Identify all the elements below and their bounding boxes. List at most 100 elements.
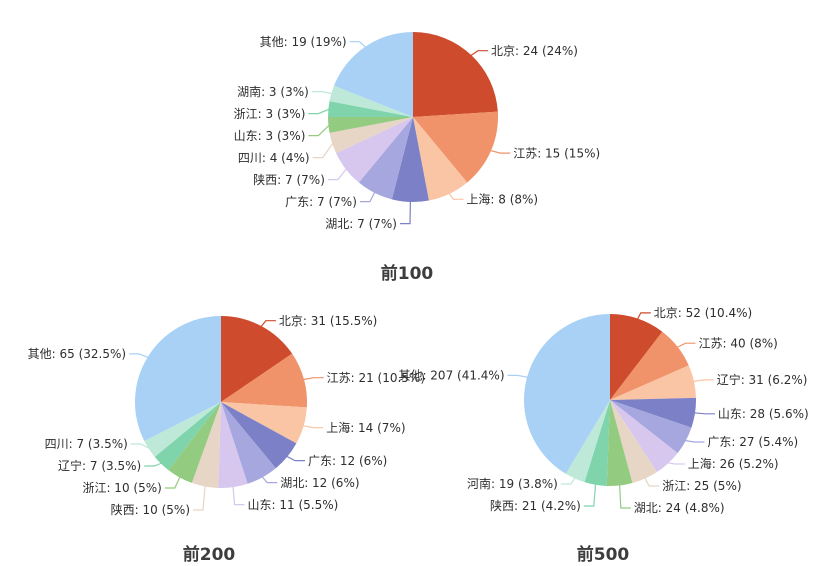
pie-slice-前500-江苏: [610, 331, 689, 400]
slice-label-前200-广东: 广东: 12 (6%): [308, 454, 387, 468]
leader-line-前500-湖北: [619, 484, 631, 509]
slice-label-前500-其他: 其他: 207 (41.4%): [398, 369, 504, 383]
slice-label-前100-浙江: 浙江: 3 (3%): [234, 107, 306, 121]
leader-line-前200-江苏: [302, 377, 324, 381]
leader-line-前200-上海: [302, 425, 324, 429]
slice-label-前200-江苏: 江苏: 21 (10.5%): [327, 371, 425, 385]
pie-slice-前200-陕西: [191, 402, 221, 488]
pie-slice-前200-辽宁: [154, 402, 221, 470]
pie-slice-前500-北京: [610, 314, 663, 400]
leader-line-前100-江苏: [489, 149, 511, 154]
leader-line-前100-四川: [312, 142, 334, 159]
pie-slice-前100-江苏: [413, 111, 498, 183]
leader-line-前500-北京: [636, 312, 651, 320]
leader-line-前500-辽宁: [692, 379, 714, 383]
slice-label-前200-北京: 北京: 31 (15.5%): [279, 314, 377, 328]
slice-label-前100-广东: 广东: 7 (7%): [285, 195, 357, 209]
leader-line-前200-辽宁: [144, 462, 163, 467]
leader-line-前200-山东: [232, 486, 245, 506]
slice-label-前100-四川: 四川: 4 (4%): [238, 151, 310, 165]
leader-line-前200-其他: [129, 353, 149, 359]
pie-slice-前100-山东: [328, 117, 413, 133]
pie-slice-前500-辽宁: [610, 365, 696, 400]
pie-slice-前100-陕西: [336, 117, 413, 183]
slice-label-前200-陕西: 陕西: 10 (5%): [111, 502, 190, 517]
pie-slice-前500-陕西: [584, 400, 610, 486]
leader-line-前200-陕西: [193, 485, 206, 511]
slice-label-前100-陕西: 陕西: 7 (7%): [253, 172, 325, 187]
slice-label-前200-其他: 其他: 65 (32.5%): [28, 347, 126, 361]
leader-line-前100-浙江: [308, 108, 330, 115]
pie-前500: 北京: 52 (10.4%) 江苏: 40 (8%) 辽宁: 31 (6.2%) 山东…: [398, 306, 808, 515]
pie-slice-前100-湖北: [391, 117, 429, 202]
pie-slice-前100-浙江: [328, 101, 413, 117]
pie-slice-前200-湖北: [221, 402, 276, 484]
slice-label-前500-河南: 河南: 19 (3.8%): [467, 476, 558, 491]
slice-label-前500-山东: 山东: 28 (5.6%): [718, 407, 809, 421]
pie-slice-前100-上海: [413, 117, 468, 201]
leader-line-前200-四川: [130, 443, 151, 450]
pie-前100: 北京: 24 (24%) 江苏: 15 (15%) 上海: 8 (8%) 湖北: 7 …: [234, 32, 600, 231]
slice-label-前500-江苏: 江苏: 40 (8%): [699, 336, 778, 350]
slice-label-前500-陕西: 陕西: 21 (4.2%): [490, 498, 581, 513]
slice-label-前100-北京: 北京: 24 (24%): [491, 44, 578, 58]
leader-line-前100-北京: [470, 50, 488, 57]
pie-slice-前200-北京: [221, 316, 293, 402]
leader-line-前100-其他: [349, 41, 367, 48]
slice-label-前500-辽宁: 辽宁: 31 (6.2%): [717, 372, 808, 387]
pie-slice-前500-上海: [610, 400, 678, 473]
pie-slice-前500-河南: [565, 400, 610, 483]
leader-line-前100-湖南: [311, 90, 333, 95]
chart-title-top100: 前100: [380, 264, 434, 284]
leader-line-前200-广东: [286, 455, 305, 462]
pie-slice-前100-广东: [358, 117, 413, 200]
pie-slice-前500-山东: [610, 397, 696, 428]
pie-slice-前200-山东: [218, 402, 248, 489]
leader-line-前200-浙江: [164, 476, 181, 489]
pie-slice-前100-北京: [413, 32, 498, 117]
leader-line-前100-湖北: [400, 200, 411, 225]
slice-label-前500-上海: 上海: 26 (5.2%): [688, 456, 779, 471]
pie-slice-前500-浙江: [610, 400, 657, 484]
slice-label-前200-上海: 上海: 14 (7%): [326, 420, 405, 435]
chart-title-top200: 前200: [182, 545, 236, 565]
slice-label-前100-湖北: 湖北: 7 (7%): [325, 216, 397, 231]
pie-slice-前500-广东: [610, 400, 692, 454]
leader-line-前500-上海: [667, 462, 685, 465]
slice-label-前100-其他: 其他: 19 (19%): [260, 35, 347, 49]
leader-line-前500-河南: [560, 477, 576, 485]
leader-line-前200-湖北: [261, 476, 278, 484]
leader-line-前100-上海: [448, 192, 464, 200]
leader-line-前200-北京: [260, 320, 276, 328]
leader-line-前500-山东: [693, 412, 715, 415]
pie-前200: 北京: 31 (15.5%) 江苏: 21 (10.5%) 上海: 14 (7%) 广…: [28, 314, 425, 517]
slice-label-前200-辽宁: 辽宁: 7 (3.5%): [58, 458, 141, 473]
slice-label-前500-浙江: 浙江: 25 (5%): [662, 479, 741, 493]
slice-label-前100-湖南: 湖南: 3 (3%): [237, 84, 309, 99]
leader-line-前100-陕西: [327, 168, 348, 181]
leader-line-前500-陕西: [583, 483, 597, 507]
slice-label-前100-江苏: 江苏: 15 (15%): [513, 146, 600, 160]
slice-label-前500-湖北: 湖北: 24 (4.8%): [634, 500, 725, 515]
leader-line-前500-江苏: [676, 342, 696, 349]
slice-label-前100-上海: 上海: 8 (8%): [466, 192, 538, 207]
leader-line-前500-其他: [507, 374, 529, 378]
pie-slice-前100-湖南: [329, 85, 413, 117]
slice-label-前500-广东: 广东: 27 (5.4%): [707, 435, 798, 449]
slice-label-前200-山东: 山东: 11 (5.5%): [248, 498, 339, 512]
pie-slice-前500-湖北: [606, 400, 633, 487]
pie-slice-前500-其他: [523, 314, 610, 474]
leader-line-前100-山东: [308, 124, 330, 137]
pie-slice-前200-四川: [144, 402, 221, 457]
pie-slice-前200-上海: [221, 402, 307, 444]
slice-label-前200-浙江: 浙江: 10 (5%): [82, 481, 161, 495]
leader-line-前100-广东: [359, 191, 376, 203]
leader-line-前500-浙江: [644, 477, 660, 487]
slice-label-前500-北京: 北京: 52 (10.4%): [654, 306, 752, 320]
pie-slice-前100-四川: [329, 117, 413, 154]
slice-label-前100-山东: 山东: 3 (3%): [234, 129, 306, 143]
pie-slice-前200-浙江: [168, 402, 221, 483]
slice-label-前200-四川: 四川: 7 (3.5%): [45, 437, 128, 451]
